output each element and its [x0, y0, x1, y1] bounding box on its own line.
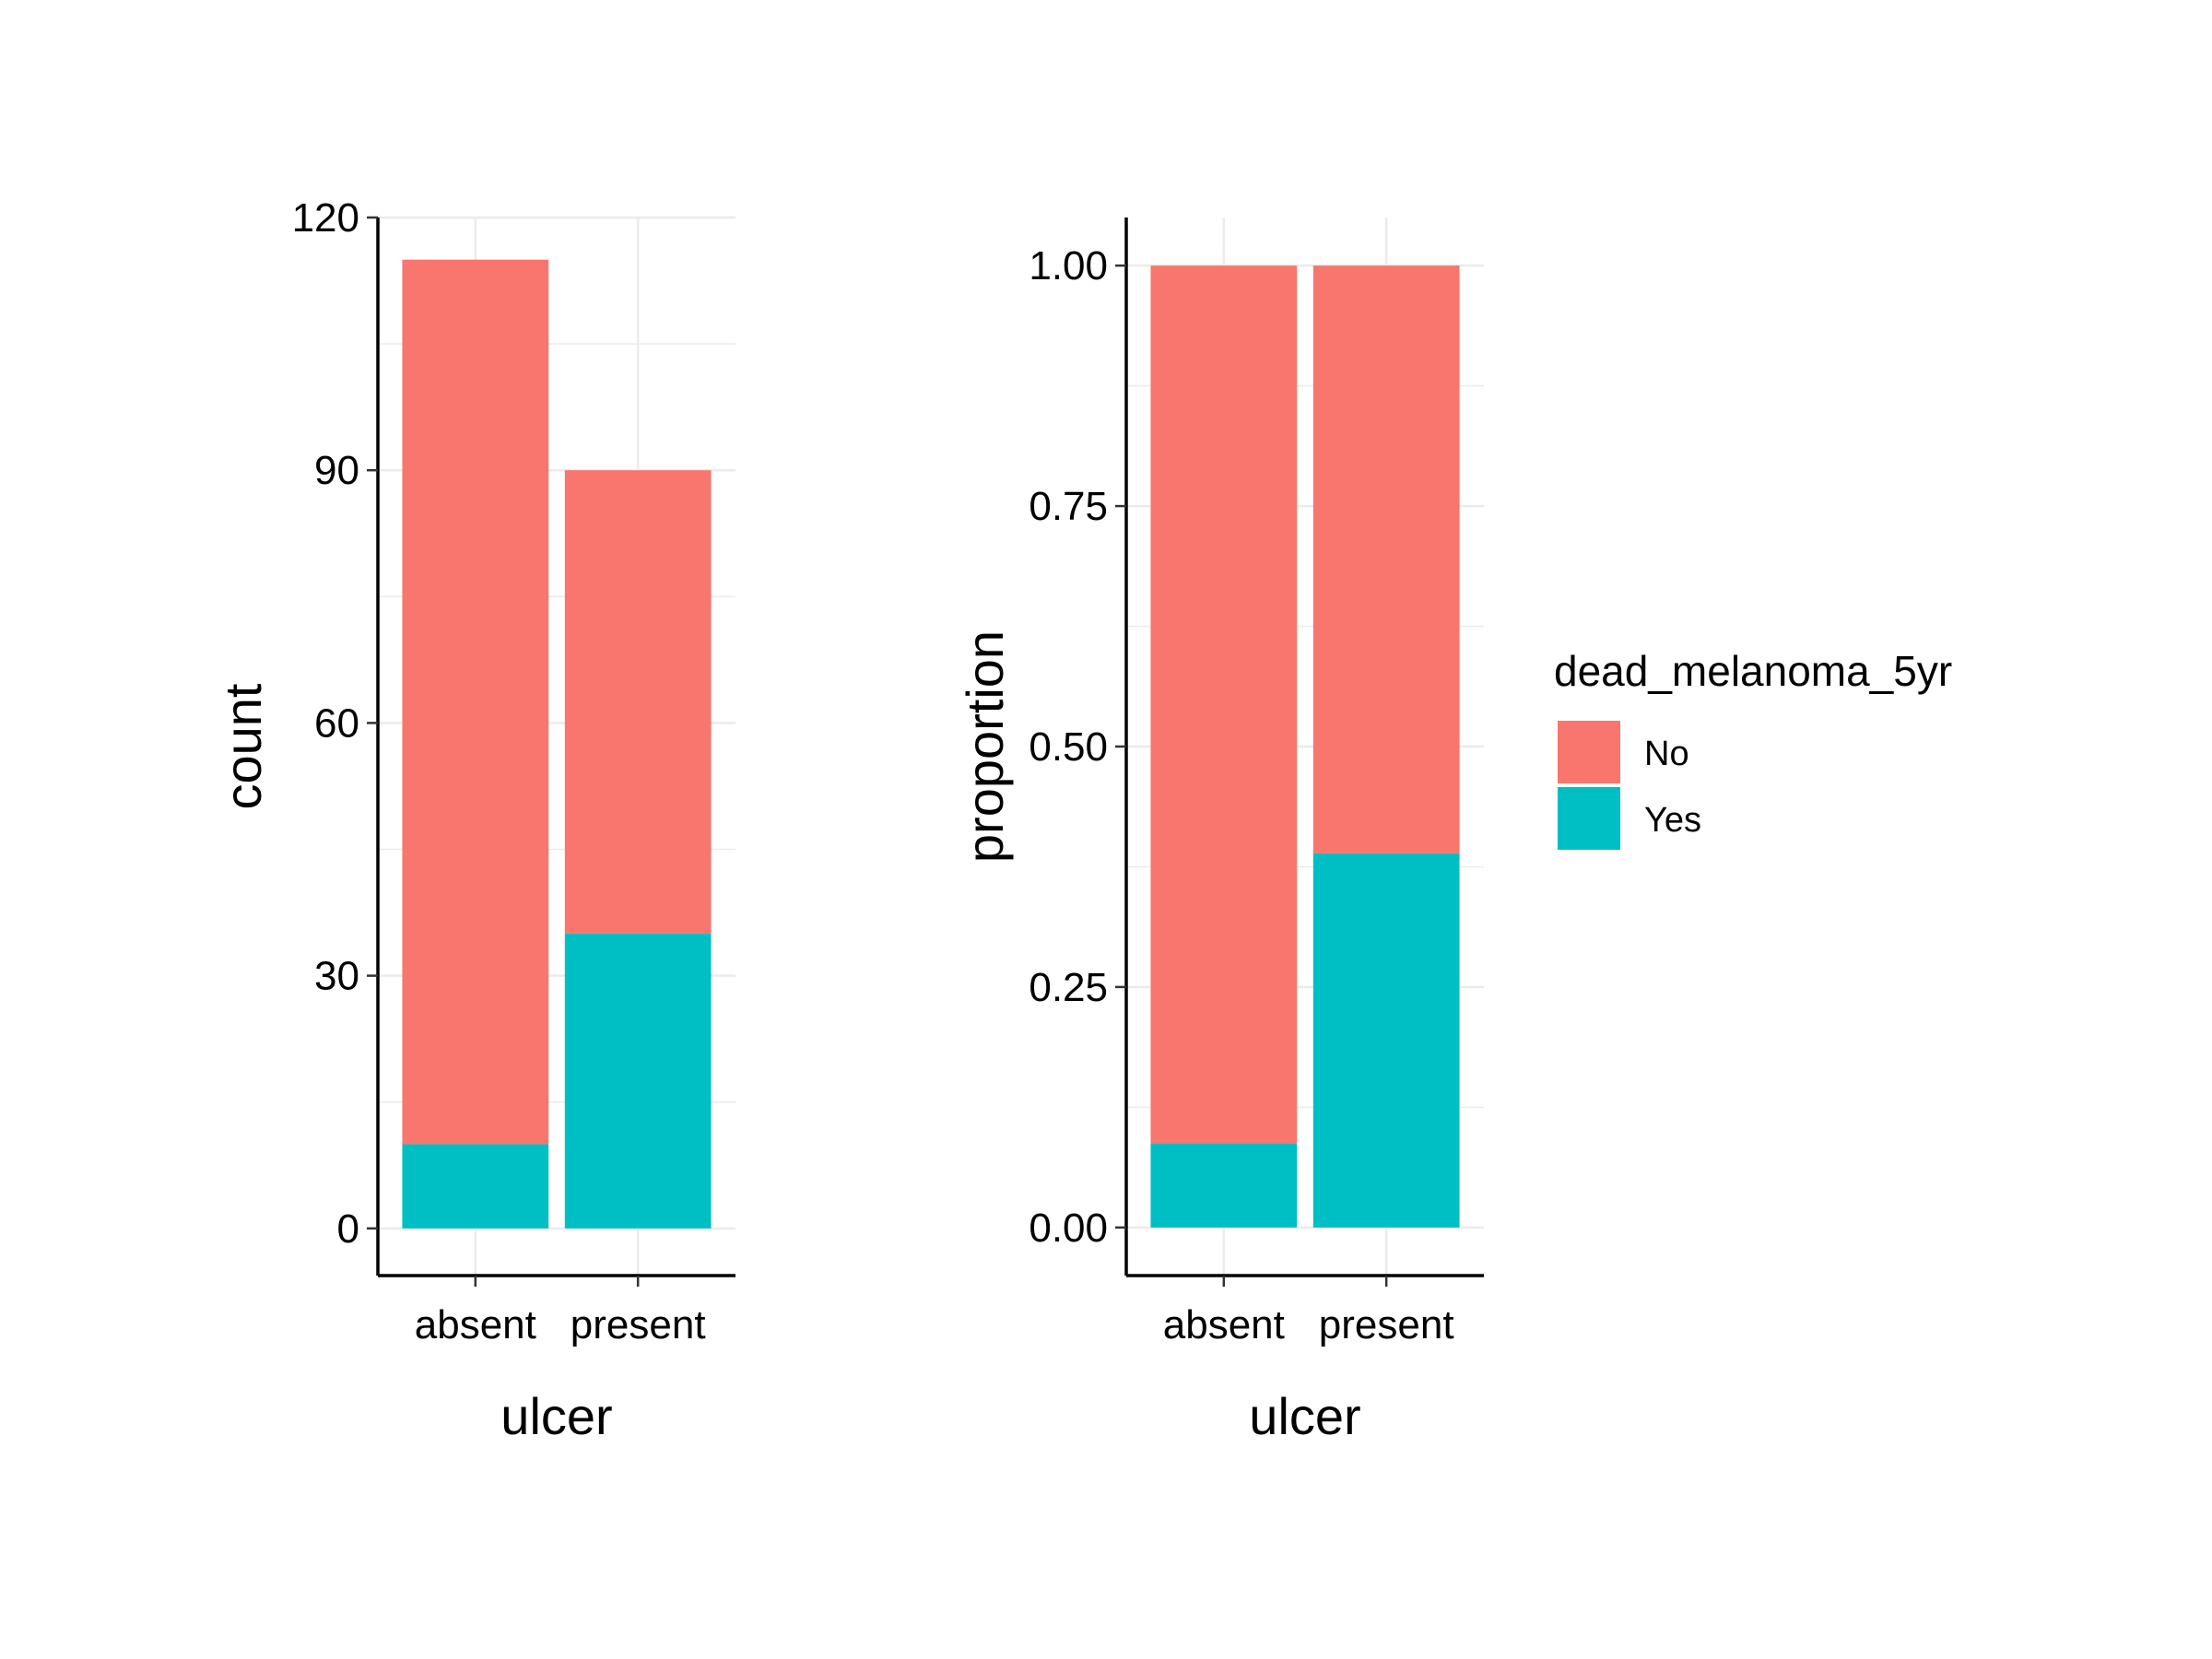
y-tick-label: 0.25	[1029, 965, 1108, 1010]
count-chart-panel: 0 30 60 90 120 absent present ulcer count	[214, 195, 735, 1445]
y-tick-label: 0.75	[1029, 484, 1108, 529]
x-axis-title: ulcer	[500, 1387, 612, 1445]
x-tick-label-absent: absent	[1163, 1302, 1285, 1347]
y-axis-title: count	[214, 683, 272, 809]
y-axis-title: proportion	[956, 630, 1014, 863]
y-tick-label: 30	[314, 954, 359, 999]
bar-no-present	[1312, 265, 1460, 853]
y-tick-label: 0	[337, 1206, 359, 1252]
y-tick-label: 0.50	[1029, 724, 1108, 770]
proportion-chart-panel: 0.00 0.25 0.50 0.75 1.00 absent present ulcer pr…	[956, 218, 1484, 1445]
bar-no-absent	[1150, 265, 1298, 1145]
bar-yes-present	[1312, 853, 1460, 1228]
legend-key-yes	[1558, 787, 1620, 850]
x-axis-title: ulcer	[1249, 1387, 1360, 1445]
legend-label-no: No	[1644, 735, 1689, 773]
bar-yes-absent	[402, 1144, 549, 1229]
bar-no-absent	[402, 259, 549, 1145]
y-tick-label: 120	[292, 195, 359, 241]
x-tick-label-present: present	[1319, 1302, 1454, 1347]
y-tick-label: 60	[314, 700, 359, 746]
y-tick-label: 1.00	[1029, 243, 1108, 288]
y-tick-label: 0.00	[1029, 1206, 1108, 1251]
legend-label-yes: Yes	[1644, 801, 1701, 840]
bar-no-present	[564, 470, 712, 934]
y-tick-label: 90	[314, 448, 359, 493]
bar-yes-absent	[1150, 1144, 1298, 1228]
legend-key-no	[1558, 721, 1620, 783]
x-tick-label-present: present	[571, 1302, 706, 1347]
bar-yes-present	[564, 933, 712, 1229]
legend: dead_melanoma_5yr No Yes	[1554, 647, 1952, 850]
x-tick-label-absent: absent	[415, 1302, 536, 1347]
legend-title: dead_melanoma_5yr	[1554, 647, 1952, 695]
